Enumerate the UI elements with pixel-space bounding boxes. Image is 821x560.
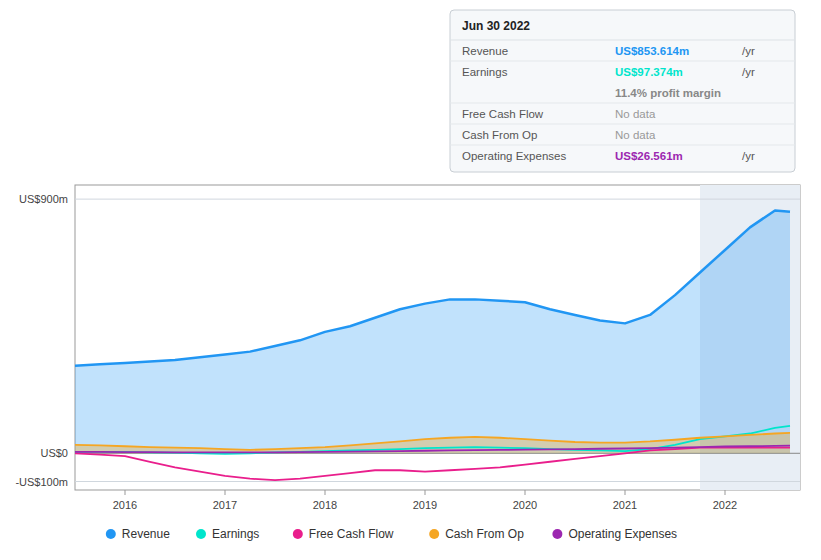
tooltip-divider bbox=[450, 40, 795, 41]
tooltip-unit: /yr bbox=[742, 150, 755, 162]
area-fill bbox=[75, 210, 790, 453]
tooltip-unit: /yr bbox=[742, 45, 755, 57]
x-tick-label: 2016 bbox=[113, 499, 137, 511]
legend: Revenue Earnings Free Cash Flow Cash From O… bbox=[106, 527, 677, 541]
x-tick-label: 2019 bbox=[413, 499, 437, 511]
y-tick-label: US$900m bbox=[19, 193, 68, 205]
y-tick-label: US$0 bbox=[40, 447, 68, 459]
x-tick-label: 2022 bbox=[713, 499, 737, 511]
legend-marker bbox=[429, 529, 439, 539]
tooltip-label: Operating Expenses bbox=[462, 150, 566, 162]
tooltip-value: No data bbox=[615, 129, 656, 141]
tooltip-label: Cash From Op bbox=[462, 129, 537, 141]
legend-marker bbox=[196, 529, 206, 539]
x-tick-label: 2017 bbox=[213, 499, 237, 511]
legend-label: Earnings bbox=[212, 527, 259, 541]
tooltip-divider bbox=[450, 61, 795, 62]
x-tick bbox=[525, 490, 526, 495]
tooltip-label: Free Cash Flow bbox=[462, 108, 544, 120]
chart: -US$100m US$0 US$900m 2016 2017 2018 2019 2020 2… bbox=[0, 0, 821, 560]
legend-label: Free Cash Flow bbox=[309, 527, 394, 541]
tooltip-unit: /yr bbox=[742, 66, 755, 78]
tooltip-label: Earnings bbox=[462, 66, 508, 78]
plot-area bbox=[75, 185, 800, 490]
legend-label: Operating Expenses bbox=[568, 527, 677, 541]
tooltip-value: US$853.614m bbox=[615, 45, 689, 57]
y-tick-label: -US$100m bbox=[15, 476, 68, 488]
tooltip-divider bbox=[450, 103, 795, 104]
tooltip-box bbox=[450, 10, 795, 172]
x-tick bbox=[725, 490, 726, 495]
tooltip-value: US$26.561m bbox=[615, 150, 683, 162]
x-tick bbox=[325, 490, 326, 495]
legend-marker bbox=[552, 529, 562, 539]
series-line bbox=[75, 426, 790, 454]
grid-line bbox=[75, 481, 800, 482]
x-tick bbox=[625, 490, 626, 495]
x-tick bbox=[425, 490, 426, 495]
tooltip-label: Revenue bbox=[462, 45, 508, 57]
legend-label: Cash From Op bbox=[445, 527, 524, 541]
legend-marker bbox=[106, 529, 116, 539]
x-tick-label: 2018 bbox=[313, 499, 337, 511]
tooltip-title: Jun 30 2022 bbox=[462, 19, 530, 33]
legend-label: Revenue bbox=[122, 527, 170, 541]
grid-line bbox=[75, 199, 800, 200]
legend-marker bbox=[293, 529, 303, 539]
tooltip-value: 11.4% profit margin bbox=[615, 87, 721, 99]
x-tick-label: 2020 bbox=[513, 499, 537, 511]
tooltip-value: US$97.374m bbox=[615, 66, 683, 78]
tooltip: Jun 30 2022 Revenue US$853.614m/yr Earnings… bbox=[450, 10, 795, 172]
x-tick bbox=[225, 490, 226, 495]
series-line bbox=[75, 210, 790, 365]
plot-frame bbox=[75, 185, 800, 490]
tooltip-value: No data bbox=[615, 108, 656, 120]
tooltip-divider bbox=[450, 124, 795, 125]
series-line bbox=[75, 446, 790, 453]
x-tick-label: 2021 bbox=[613, 499, 637, 511]
tooltip-divider bbox=[450, 145, 795, 146]
x-tick bbox=[125, 490, 126, 495]
